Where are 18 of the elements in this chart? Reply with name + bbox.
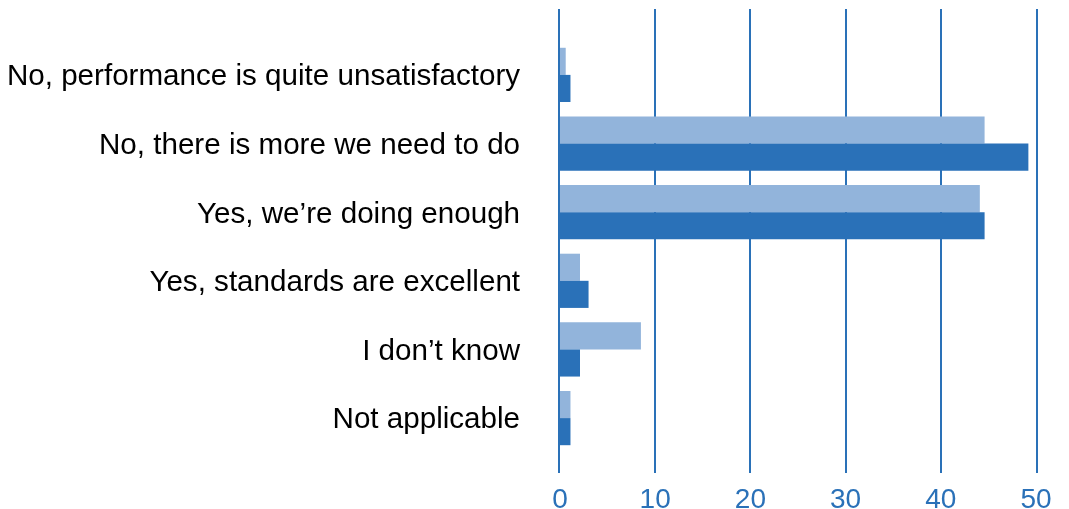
x-tick-label: 50	[1020, 483, 1052, 509]
y-tick-label: I don’t know	[362, 332, 521, 366]
x-tick-label: 40	[925, 483, 957, 509]
x-tick-label: 30	[830, 483, 862, 509]
bar	[560, 253, 580, 281]
bar	[560, 322, 641, 350]
bar	[560, 390, 571, 419]
bar	[560, 116, 985, 144]
x-tick-label: 10	[639, 483, 671, 509]
y-tick-label: No, there is more we need to do	[98, 126, 521, 160]
y-tick-label: Not applicable	[332, 401, 521, 435]
bar	[560, 47, 566, 75]
x-tick-label: 0	[552, 483, 568, 509]
x-tick-label: 20	[734, 483, 766, 509]
y-tick-label: Yes, we’re doing enough	[197, 195, 521, 229]
bar	[560, 185, 980, 213]
y-tick-label: Yes, standards are excellent	[149, 264, 521, 298]
y-tick-label: No, performance is quite unsatisfactory	[6, 58, 521, 92]
